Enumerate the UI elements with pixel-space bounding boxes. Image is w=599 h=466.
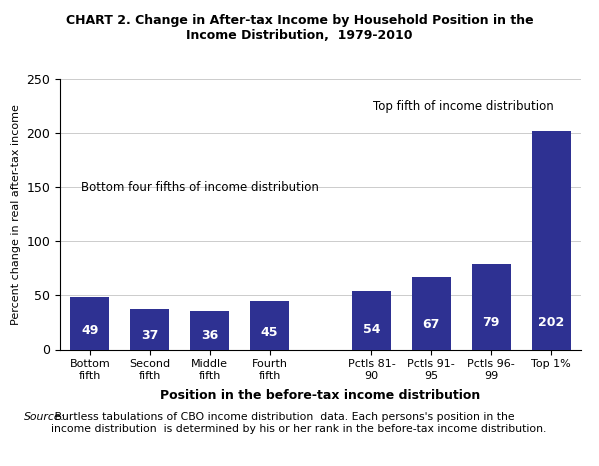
Text: 36: 36 [201, 329, 218, 343]
Text: 67: 67 [422, 318, 440, 331]
Bar [71, 296, 110, 350]
Text: 37: 37 [141, 329, 159, 342]
Text: Bottom four fifths of income distribution: Bottom four fifths of income distributio… [81, 181, 319, 194]
Text: CHART 2. Change in After-tax Income by Household Position in the
Income Distribu: CHART 2. Change in After-tax Income by H… [66, 14, 533, 42]
Text: Source:: Source: [24, 412, 65, 422]
Text: Top fifth of income distribution: Top fifth of income distribution [373, 100, 553, 113]
Bar [532, 131, 571, 350]
Text: 202: 202 [538, 316, 564, 329]
Bar [352, 291, 391, 350]
X-axis label: Position in the before-tax income distribution: Position in the before-tax income distri… [161, 389, 480, 402]
Bar [412, 277, 451, 350]
Text: 54: 54 [362, 322, 380, 336]
Text: 79: 79 [482, 316, 500, 329]
Text: 49: 49 [81, 324, 99, 337]
Bar [472, 264, 510, 350]
Text: 45: 45 [261, 326, 279, 339]
Y-axis label: Percent change in real after-tax income: Percent change in real after-tax income [11, 104, 21, 325]
Text: Burtless tabulations of CBO income distribution  data. Each persons's position i: Burtless tabulations of CBO income distr… [51, 412, 546, 434]
Bar [250, 301, 289, 350]
Bar [131, 309, 170, 350]
Bar [190, 310, 229, 350]
